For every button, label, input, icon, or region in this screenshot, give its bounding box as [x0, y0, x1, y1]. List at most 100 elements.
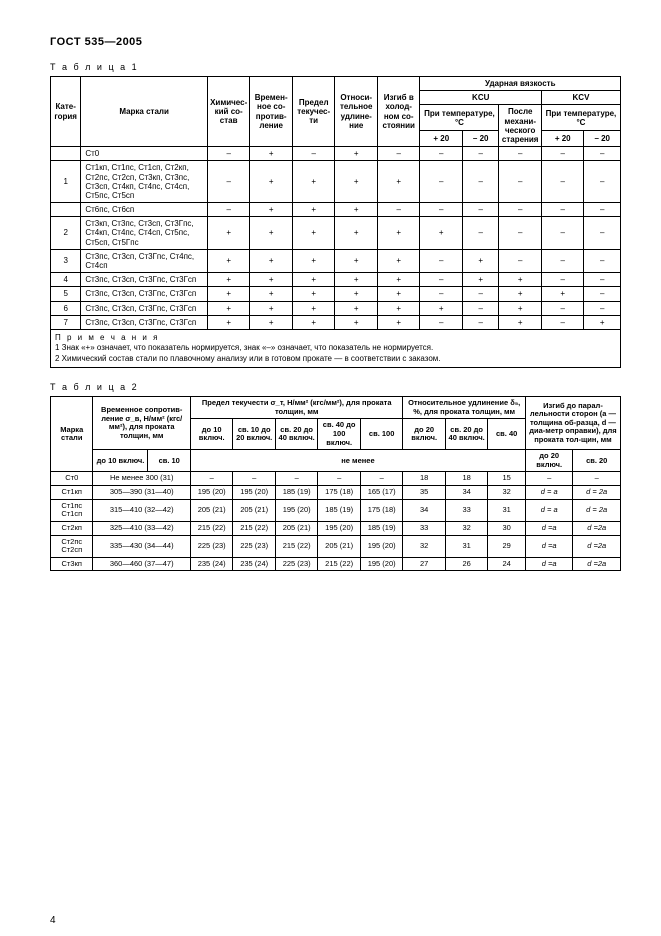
cell: –	[499, 217, 542, 250]
t2-e2: св. 20 до 40 включ.	[445, 419, 487, 450]
cell: d = a	[525, 486, 572, 500]
cell: 225 (23)	[233, 535, 275, 557]
cell-grade: Ст2пс Ст2сп	[51, 535, 93, 557]
cell: +	[499, 315, 542, 329]
t2-y1: до 10 включ.	[190, 419, 232, 450]
t2-th-bend: Изгиб до парал-лельности сторон (a — тол…	[525, 397, 620, 450]
cell: 185 (19)	[275, 486, 317, 500]
cell: –	[207, 161, 250, 203]
table-row: Ст0–+–+––––––	[51, 147, 621, 161]
cell: 225 (23)	[190, 535, 232, 557]
cell: –	[584, 203, 621, 217]
cell: 195 (20)	[275, 499, 317, 521]
cell: +	[335, 249, 378, 272]
cell: +	[250, 315, 293, 329]
t2-not-less: не менее	[190, 450, 525, 472]
th-tensile: Времен-ное со-против-ление	[250, 77, 293, 147]
cell: –	[420, 315, 463, 329]
cell: –	[463, 161, 499, 203]
cell-tensile: 325—410 (33—42)	[93, 521, 190, 535]
cell: 24	[488, 557, 526, 571]
cell: 27	[403, 557, 445, 571]
cell: –	[584, 249, 621, 272]
cell: +	[207, 315, 250, 329]
cell: Ст0	[81, 147, 208, 161]
table-row: Ст2пс Ст2сп335—430 (34—44)225 (23)225 (2…	[51, 535, 621, 557]
cell: –	[463, 147, 499, 161]
cell-grade: Ст0	[51, 472, 93, 486]
cell: +	[292, 203, 335, 217]
cell: 205 (21)	[318, 535, 360, 557]
table-row: Ст1кп305—390 (31—40)195 (20)195 (20)185 …	[51, 486, 621, 500]
th-kcv-p20: + 20	[541, 131, 584, 147]
cell: –	[541, 161, 584, 203]
cell: 32	[403, 535, 445, 557]
cell: 32	[488, 486, 526, 500]
table-row: Ст0Не менее 300 (31)–––––181815––	[51, 472, 621, 486]
cell: +	[207, 287, 250, 301]
cell: –	[499, 161, 542, 203]
cell: –	[541, 249, 584, 272]
t2-th-grade: Марка стали	[51, 397, 93, 472]
cell: +	[499, 287, 542, 301]
cell	[51, 203, 81, 217]
cell-tensile: 335—430 (34—44)	[93, 535, 190, 557]
cell: 33	[403, 521, 445, 535]
cell: 195 (20)	[360, 535, 403, 557]
th-kcu-temp: При температуре, °С	[420, 105, 499, 131]
cell: +	[377, 301, 420, 315]
cell: 6	[51, 301, 81, 315]
cell: +	[499, 301, 542, 315]
cell: +	[335, 287, 378, 301]
cell: Ст1кп, Ст1пс, Ст1сп, Ст2кп, Ст2пс, Ст2сп…	[81, 161, 208, 203]
cell: +	[207, 301, 250, 315]
doc-header: ГОСТ 535—2005	[50, 36, 621, 48]
cell: +	[292, 217, 335, 250]
cell-tensile: 305—390 (31—40)	[93, 486, 190, 500]
cell: 18	[445, 472, 487, 486]
cell: –	[499, 203, 542, 217]
th-impact: Ударная вязкость	[420, 77, 621, 91]
cell: +	[335, 273, 378, 287]
cell: +	[207, 249, 250, 272]
cell: –	[420, 161, 463, 203]
cell: –	[541, 273, 584, 287]
t2-th-tensile: Временное сопротив-ление σ_в, Н/мм² (кгс…	[93, 397, 190, 450]
cell: 195 (20)	[318, 521, 360, 535]
cell: +	[377, 315, 420, 329]
cell: Ст3пс, Ст3сп, Ст3Гпс, Ст3Гсп	[81, 301, 208, 315]
cell: 185 (19)	[360, 521, 403, 535]
table-row: 5Ст3пс, Ст3сп, Ст3Гпс, Ст3Гсп+++++––++–	[51, 287, 621, 301]
cell: d =2a	[573, 557, 621, 571]
cell: +	[335, 203, 378, 217]
cell: 175 (18)	[360, 499, 403, 521]
cell: +	[377, 161, 420, 203]
cell: 215 (22)	[318, 557, 360, 571]
cell-grade: Ст2кп	[51, 521, 93, 535]
t2-th-elong: Относительное удлинение δ₅, %, для прока…	[403, 397, 526, 419]
cell: –	[420, 249, 463, 272]
cell: +	[250, 273, 293, 287]
cell: 205 (21)	[190, 499, 232, 521]
cell: –	[499, 147, 542, 161]
cell: –	[360, 472, 403, 486]
th-kcv-n20: – 20	[584, 131, 621, 147]
cell: 185 (19)	[318, 499, 360, 521]
cell: +	[250, 217, 293, 250]
cell: –	[584, 161, 621, 203]
cell: d = a	[525, 499, 572, 521]
cell: +	[377, 287, 420, 301]
note-1: 1 Знак «+» означает, что показатель норм…	[55, 343, 433, 352]
t2-y3: св. 20 до 40 включ.	[275, 419, 317, 450]
table-row: 2Ст3кп, Ст3пс, Ст3сп, Ст3Гпс, Ст4кп, Ст4…	[51, 217, 621, 250]
cell: –	[463, 217, 499, 250]
cell: +	[292, 273, 335, 287]
cell: 35	[403, 486, 445, 500]
table-row: 3Ст3пс, Ст3сп, Ст3Гпс, Ст4пс, Ст4сп+++++…	[51, 249, 621, 272]
cell: Ст3пс, Ст3сп, Ст3Гпс, Ст3Гсп	[81, 315, 208, 329]
cell: +	[377, 273, 420, 287]
cell: +	[463, 273, 499, 287]
th-elong: Относи-тельное удлине-ние	[335, 77, 378, 147]
cell: +	[463, 249, 499, 272]
cell: +	[292, 287, 335, 301]
